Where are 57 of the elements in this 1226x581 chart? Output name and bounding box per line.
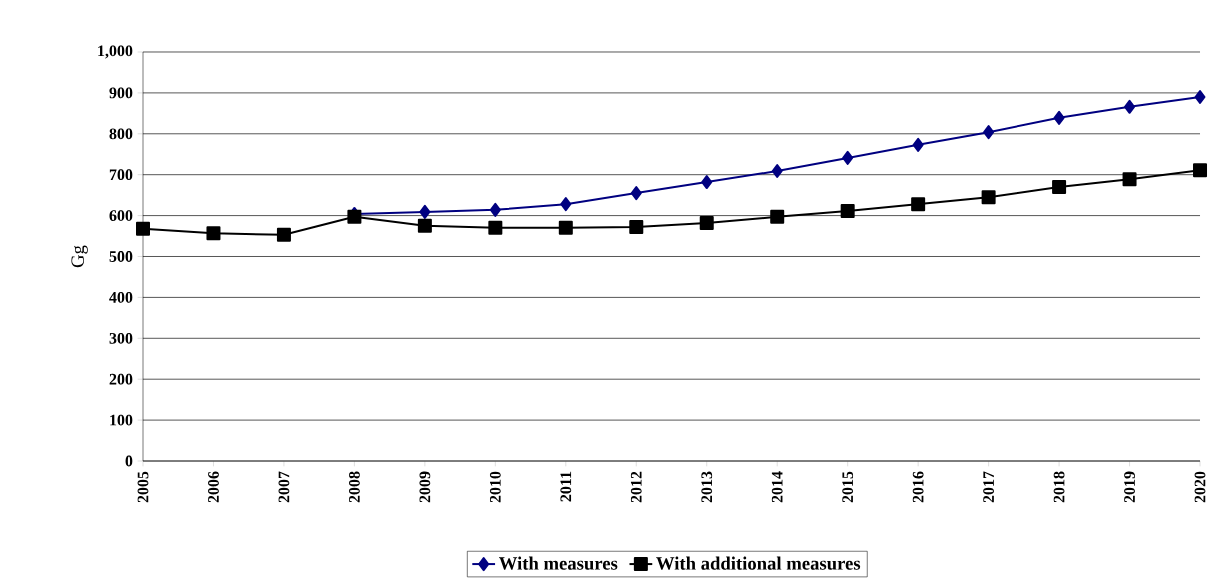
point [912,137,924,152]
y-tick-label: 400 [109,291,133,303]
point [840,204,855,219]
x-tick-label: 2014 [771,471,783,503]
y-tick-label: 500 [109,251,133,262]
x-tick-label: 2009 [419,471,431,503]
point [842,150,854,165]
point [1194,89,1206,104]
point [558,220,573,235]
y-tick-label: 200 [109,373,133,385]
x-tick-label: 2012 [630,471,642,503]
x-tick-label: 2016 [912,471,924,503]
point [770,209,785,224]
x-tick-label: 2006 [208,471,219,503]
y-tick-label: 100 [110,414,133,426]
x-tick-label: 2020 [1194,471,1206,503]
point [699,215,714,230]
point [419,204,431,219]
point [276,227,291,242]
point [629,220,644,235]
point [560,197,572,212]
y-tick-label: 300 [109,332,133,344]
point [630,186,642,201]
x-tick-label: 2011 [560,471,572,502]
y-tick-label: 900 [109,87,133,99]
y-tick-label: 1,000 [98,45,133,59]
legend-label: With additional measures [656,556,861,570]
point [701,175,713,190]
x-tick-label: 2010 [489,471,501,503]
point [771,164,783,179]
x-tick-label: 2013 [701,471,713,503]
x-tick-label: 2019 [1124,471,1135,503]
y-tick-label: 0 [125,455,133,467]
point [136,221,150,236]
point [1124,99,1136,114]
point [1122,172,1137,187]
y-tick-label: 800 [109,128,133,140]
y-axis-title: Gg [71,245,88,268]
point [1053,110,1065,125]
legend-label: With measures [499,556,618,570]
point [981,190,996,205]
point [206,226,221,241]
x-tick-label: 2007 [278,471,290,503]
point [911,197,926,212]
x-tick-label: 2015 [842,471,854,503]
y-tick-label: 700 [109,169,133,181]
point [983,125,995,140]
y-tick-label: 600 [109,210,133,221]
x-tick-label: 2018 [1053,471,1065,503]
point [488,220,503,235]
x-tick-label: 2017 [983,471,994,503]
x-tick-label: 2005 [137,471,149,503]
point [489,202,501,217]
point [1052,179,1067,194]
point [1193,163,1208,178]
x-tick-label: 2008 [349,471,360,503]
point [417,218,432,233]
